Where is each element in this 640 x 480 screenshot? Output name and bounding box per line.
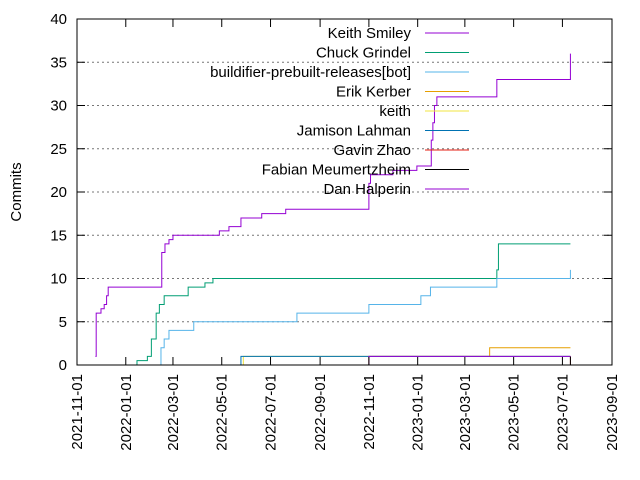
x-tick-label: 2023-05-01: [506, 374, 523, 451]
series-line-5: [236, 355, 571, 366]
series-lines: [95, 53, 571, 366]
legend-label: buildifier-prebuilt-releases[bot]: [210, 64, 411, 81]
series-line-0: [95, 53, 571, 357]
x-tick-label: 2022-09-01: [312, 374, 329, 451]
x-tick-label: 2022-07-01: [263, 374, 280, 451]
x-tick-label: 2023-07-01: [554, 374, 571, 451]
y-tick-label: 25: [50, 141, 67, 158]
legend-label: Chuck Grindel: [316, 45, 411, 62]
legend: Keith Smiley Chuck Grindel buildifier-preb…: [210, 25, 469, 198]
x-tick-label: 2022-03-01: [165, 374, 182, 451]
legend-label: Erik Kerber: [336, 84, 411, 101]
x-tick-label: 2022-05-01: [214, 374, 231, 451]
series-line-2: [159, 269, 571, 366]
series-line-6: [500, 356, 571, 366]
y-tick-label: 10: [50, 271, 67, 288]
legend-label: Jamison Lahman: [297, 123, 411, 140]
series-line-8: [368, 355, 571, 365]
y-tick-label: 30: [50, 98, 67, 115]
legend-label: Gavin Zhao: [333, 142, 411, 159]
legend-label: Keith Smiley: [328, 25, 412, 42]
y-tick-label: 0: [59, 357, 67, 374]
legend-label: Dan Halperin: [323, 181, 411, 198]
y-axis-label: Commits: [8, 162, 25, 221]
y-tick-label: 15: [50, 227, 67, 244]
y-tick-label: 35: [50, 54, 67, 71]
axis-ticks: 0 5 10 15 20 25 30 35 40 2021-11-01 2022-01-01 2022…: [50, 11, 621, 451]
x-tick-label: 2023-01-01: [410, 374, 427, 451]
x-tick-label: 2023-03-01: [457, 374, 474, 451]
y-tick-label: 20: [50, 184, 67, 201]
y-tick-label: 40: [50, 11, 67, 28]
legend-label: keith: [379, 103, 411, 120]
x-tick-label: 2022-11-01: [361, 374, 378, 450]
series-line-4: [240, 355, 571, 366]
x-tick-label: 2022-01-01: [118, 374, 135, 451]
legend-label: Fabian Meumertzheim: [262, 162, 411, 179]
x-tick-label: 2023-09-01: [604, 374, 621, 451]
y-tick-label: 5: [59, 314, 67, 331]
series-line-7: [513, 356, 571, 366]
x-tick-label: 2021-11-01: [69, 374, 86, 450]
series-line-1: [108, 243, 571, 366]
